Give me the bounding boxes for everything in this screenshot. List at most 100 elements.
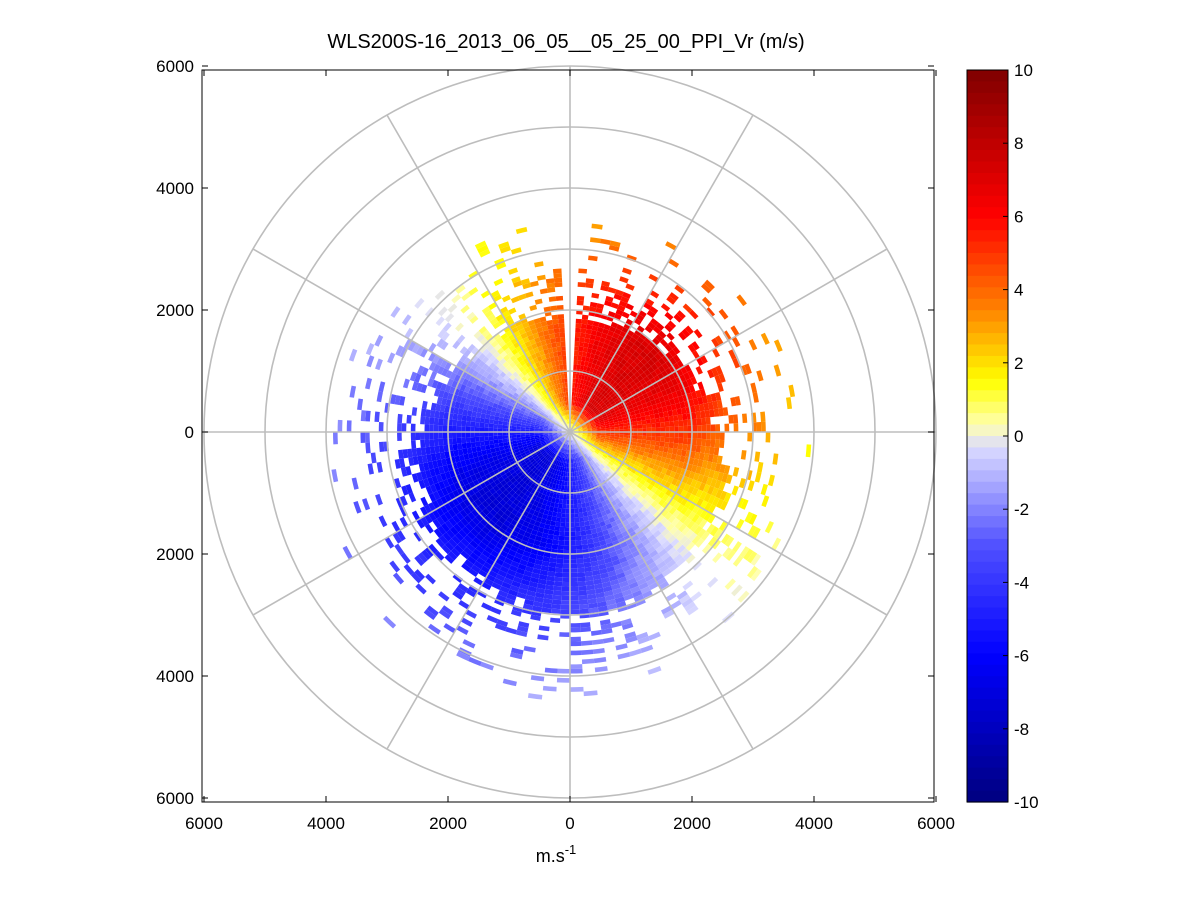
velocity-cell — [487, 390, 494, 398]
velocity-cell — [587, 416, 593, 421]
velocity-cell — [573, 467, 577, 473]
velocity-cell — [601, 280, 611, 288]
velocity-cell — [533, 317, 541, 325]
velocity-cell — [503, 520, 511, 528]
velocity-cell — [447, 303, 458, 313]
velocity-cell — [692, 432, 698, 439]
velocity-cell — [540, 478, 546, 485]
velocity-cell — [648, 395, 655, 402]
velocity-cell — [572, 434, 576, 439]
velocity-cell — [538, 498, 545, 504]
velocity-cell — [512, 416, 518, 421]
velocity-cell — [444, 405, 451, 413]
velocity-cell — [561, 422, 565, 426]
velocity-cell — [689, 309, 699, 320]
velocity-cell — [500, 479, 507, 487]
velocity-cell — [537, 526, 545, 533]
velocity-cell — [492, 498, 500, 506]
velocity-cell — [586, 457, 591, 462]
velocity-cell — [461, 432, 466, 438]
velocity-cell — [617, 362, 625, 369]
velocity-cell — [566, 400, 569, 406]
velocity-cell — [714, 391, 722, 401]
velocity-cell — [553, 351, 558, 357]
velocity-cell — [705, 307, 716, 318]
velocity-cell — [451, 506, 460, 515]
velocity-cell — [606, 388, 612, 394]
velocity-cell — [586, 451, 591, 457]
velocity-cell — [564, 462, 567, 468]
velocity-cell — [492, 523, 501, 532]
velocity-cell — [392, 572, 405, 585]
velocity-cell — [546, 357, 552, 364]
velocity-cell — [618, 483, 625, 490]
velocity-cell — [701, 460, 708, 469]
velocity-cell — [683, 483, 691, 492]
velocity-cell — [573, 430, 579, 432]
velocity-cell — [721, 473, 729, 483]
velocity-cell — [633, 371, 641, 378]
velocity-cell — [606, 365, 612, 372]
velocity-cell — [512, 443, 518, 448]
velocity-cell — [530, 529, 538, 536]
velocity-cell — [658, 357, 666, 366]
velocity-cell — [609, 424, 615, 428]
velocity-cell — [441, 522, 450, 533]
velocity-cell — [520, 461, 527, 467]
velocity-cell — [548, 450, 553, 456]
velocity-cell — [515, 629, 528, 637]
velocity-cell — [519, 474, 526, 480]
velocity-cell — [475, 514, 484, 522]
velocity-cell — [624, 361, 631, 369]
velocity-cell — [682, 443, 688, 451]
velocity-cell — [563, 401, 566, 407]
velocity-cell — [597, 605, 608, 612]
velocity-cell — [695, 516, 704, 526]
velocity-cell — [634, 397, 641, 403]
velocity-cell — [436, 498, 445, 508]
velocity-cell — [574, 341, 580, 347]
velocity-cell — [640, 485, 647, 492]
velocity-cell — [601, 397, 607, 402]
x-tick-label: 4000 — [795, 814, 833, 833]
velocity-cell — [596, 326, 604, 333]
velocity-cell — [661, 354, 670, 363]
velocity-cell — [604, 518, 611, 526]
velocity-cell — [568, 423, 570, 429]
velocity-cell — [564, 481, 568, 486]
velocity-cell — [546, 500, 552, 507]
velocity-cell — [384, 536, 395, 549]
velocity-cell — [570, 686, 584, 692]
velocity-cell — [438, 425, 443, 432]
velocity-cell — [590, 476, 595, 482]
velocity-cell — [626, 340, 635, 348]
velocity-cell — [558, 360, 563, 366]
velocity-cell — [606, 566, 615, 573]
velocity-cell — [507, 465, 514, 472]
velocity-cell — [560, 457, 564, 463]
velocity-cell — [599, 361, 605, 368]
velocity-cell — [631, 513, 639, 521]
velocity-cell — [675, 454, 681, 462]
velocity-cell — [677, 443, 683, 450]
velocity-cell — [420, 439, 426, 448]
velocity-cell — [538, 428, 544, 431]
velocity-cell — [440, 513, 449, 523]
velocity-cell — [626, 401, 632, 407]
velocity-cell — [559, 436, 564, 441]
velocity-cell — [549, 445, 554, 450]
velocity-cell — [740, 450, 747, 460]
velocity-cell — [707, 454, 714, 463]
velocity-cell — [459, 346, 468, 355]
velocity-cell — [581, 449, 586, 455]
velocity-cell — [500, 333, 509, 341]
velocity-cell — [522, 395, 529, 401]
velocity-cell — [536, 274, 546, 281]
velocity-cell — [564, 540, 570, 546]
velocity-cell — [585, 506, 592, 512]
velocity-cell — [498, 439, 504, 444]
velocity-cell — [576, 442, 581, 447]
velocity-cell — [719, 439, 725, 449]
velocity-cell — [547, 392, 552, 398]
velocity-cell — [543, 433, 549, 435]
